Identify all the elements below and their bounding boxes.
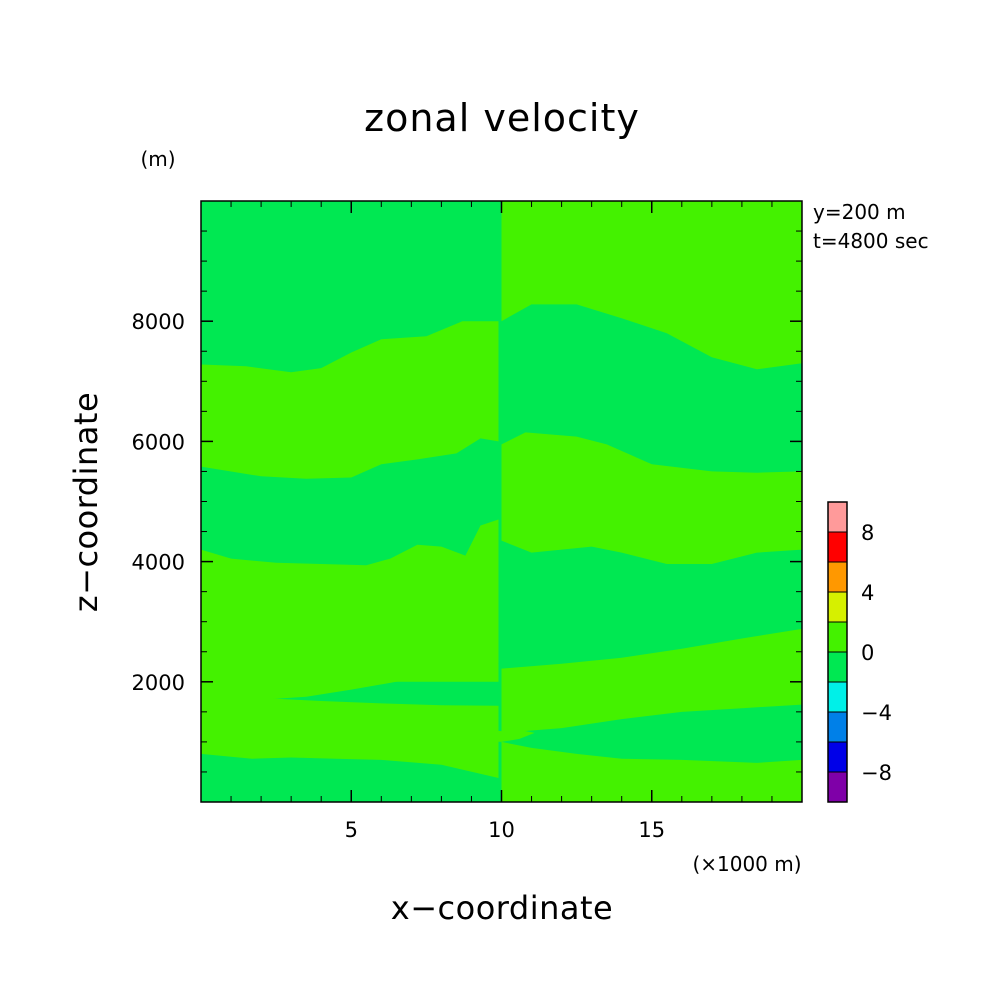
y-tick-label: 8000 <box>132 310 185 334</box>
annotation-y-position: y=200 m <box>813 200 906 224</box>
colorbar-tick-label: 8 <box>861 521 874 545</box>
x-axis-ticks: 5 10 15 <box>345 201 665 842</box>
colorbar-tick-label: 4 <box>861 581 874 605</box>
colorbar-swatch <box>827 681 848 713</box>
colorbar-swatch <box>827 531 848 563</box>
colorbar-swatch <box>827 771 848 803</box>
colorbar-swatch <box>827 561 848 593</box>
y-unit-label: (m) <box>140 147 175 171</box>
y-tick-label: 6000 <box>132 430 185 454</box>
colorbar: −8 −4 0 4 8 <box>827 501 892 803</box>
colorbar-tick-label: −4 <box>861 701 892 725</box>
field-region-0 <box>201 321 499 479</box>
field-region-4 <box>501 201 802 370</box>
field-region-8 <box>468 729 535 742</box>
field-region-3 <box>201 696 499 778</box>
colorbar-frame <box>827 501 848 803</box>
colorbar-swatch <box>827 591 848 623</box>
plot-area <box>200 200 803 803</box>
colorbar-swatch <box>827 741 848 773</box>
y-tick-label: 2000 <box>132 671 185 695</box>
colorbar-tick-label: −8 <box>861 761 892 785</box>
colorbar-tick-label: 0 <box>861 641 874 665</box>
colorbar-swatch <box>827 501 848 533</box>
field-region-6 <box>501 628 802 733</box>
y-tick-label: 4000 <box>132 551 185 575</box>
colorbar-swatch <box>827 651 848 683</box>
field-region-5 <box>501 432 802 564</box>
x-tick-label: 5 <box>345 818 358 842</box>
x-tick-label: 10 <box>488 818 515 842</box>
colorbar-swatch <box>827 621 848 653</box>
x-tick-label: 15 <box>638 818 665 842</box>
y-axis-ticks: 2000 4000 6000 8000 <box>132 310 802 695</box>
field-region-7 <box>501 741 802 802</box>
chart-title: zonal velocity <box>364 96 640 140</box>
colorbar-swatch <box>827 711 848 743</box>
x-unit-label: (×1000 m) <box>692 852 801 876</box>
y-axis-label: z−coordinate <box>67 392 105 612</box>
field-region-2 <box>201 628 499 682</box>
annotation-time: t=4800 sec <box>813 229 929 253</box>
minor-ticks <box>201 201 802 802</box>
x-axis-label: x−coordinate <box>391 889 613 927</box>
